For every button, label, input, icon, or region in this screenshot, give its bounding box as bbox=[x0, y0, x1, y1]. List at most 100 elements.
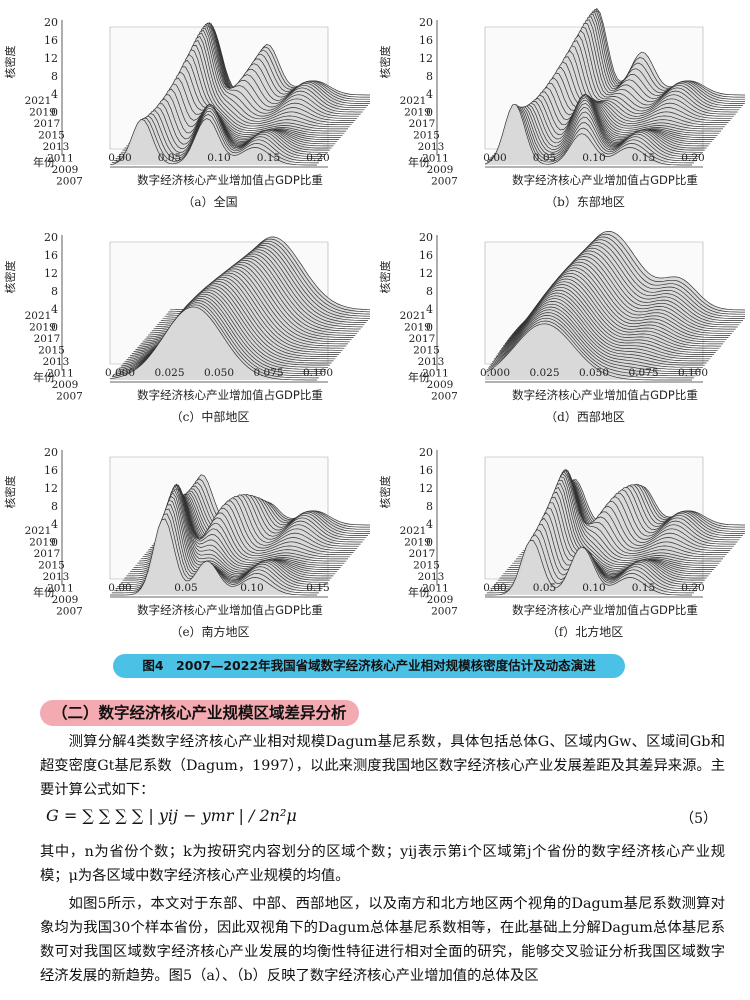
surface-band bbox=[153, 494, 361, 545]
density-curve bbox=[153, 494, 361, 545]
z-tick-label: 16 bbox=[419, 34, 433, 47]
density-curve bbox=[109, 118, 318, 166]
z-tick-label: 12 bbox=[419, 267, 433, 280]
z-tick-label: 0 bbox=[51, 321, 58, 334]
z-tick-label: 16 bbox=[44, 249, 58, 262]
year-tick-label: 2007 bbox=[56, 176, 83, 188]
year-tick-label: 2009 bbox=[52, 164, 79, 176]
z-tick-label: 20 bbox=[44, 231, 58, 244]
z-axis-label: 核密度 bbox=[378, 261, 392, 294]
year-tick-label: 2021 bbox=[25, 310, 52, 322]
density-curve bbox=[544, 479, 745, 526]
panel-f: 0 4 8 12 16 20 核密度 2021 2019 2017 2015 2013 2011 2009… bbox=[375, 430, 745, 640]
density-plot-d: 0 4 8 12 16 20 核密度 2021201920172015201320112009… bbox=[378, 230, 745, 403]
year-tick-label: 2011 bbox=[422, 368, 449, 380]
plot-group: 0 4 8 12 16 20 核密度 2021201920172015201320112009… bbox=[3, 231, 370, 403]
year-tick-label: 2015 bbox=[413, 130, 440, 142]
z-axis-label: 核密度 bbox=[3, 46, 17, 79]
z-axis-label: 核密度 bbox=[3, 476, 17, 509]
year-tick-label: 2017 bbox=[409, 333, 436, 345]
section-heading: （二）数字经济核心产业规模区域差异分析 bbox=[40, 700, 359, 726]
x-axis-label: 数字经济核心产业增加值占GDP比重 bbox=[512, 603, 698, 617]
year-tick-label: 2007 bbox=[431, 391, 458, 403]
z-tick-label: 20 bbox=[419, 446, 433, 459]
density-plot-c: 0 4 8 12 16 20 核密度 2021201920172015201320112009… bbox=[3, 231, 370, 403]
year-axis-label: 年份 bbox=[408, 370, 430, 384]
x-tick-label: 0.10 bbox=[240, 582, 263, 594]
density-curve bbox=[493, 309, 702, 370]
year-tick-label: 2013 bbox=[43, 571, 70, 583]
density-curve bbox=[506, 289, 714, 355]
z-tick-label: 8 bbox=[51, 500, 58, 513]
plot-group: 0 4 8 12 16 20 核密度 2021201920172015201320112009… bbox=[378, 446, 745, 618]
z-axis-label: 核密度 bbox=[378, 46, 392, 79]
x-tick-label: 0.000 bbox=[480, 367, 510, 379]
year-tick-label: 2017 bbox=[409, 118, 436, 130]
x-tick-label: 0.15 bbox=[257, 152, 280, 164]
year-tick-label: 2019 bbox=[404, 537, 431, 549]
density-curve bbox=[149, 493, 358, 549]
z-tick-label: 12 bbox=[419, 482, 433, 495]
panel-e: 0 4 8 12 16 20 核密度 2021 2019 2017 2015 2013 2011 2009… bbox=[0, 430, 370, 640]
z-tick-label: 8 bbox=[426, 70, 433, 83]
z-tick-label: 8 bbox=[426, 500, 433, 513]
density-curve bbox=[488, 317, 696, 377]
x-tick-label: 0.025 bbox=[529, 367, 559, 379]
density-plot-a: 0 4 8 12 16 20 核密度 2021201920172015201320112009… bbox=[3, 16, 370, 188]
z-tick-label: 20 bbox=[44, 16, 58, 29]
density-curve bbox=[484, 323, 693, 381]
surface-band bbox=[110, 306, 318, 380]
z-tick-label: 4 bbox=[51, 518, 58, 531]
z-tick-label: 0 bbox=[51, 536, 58, 549]
year-axis-label: 年份 bbox=[33, 585, 55, 599]
density-curve bbox=[501, 95, 709, 147]
density-curve bbox=[493, 106, 702, 155]
density-curve bbox=[486, 105, 694, 164]
figure-title: 图4 2007—2022年我国省域数字经济核心产业相对规模核密度估计及动态演进 bbox=[113, 654, 625, 678]
year-tick-label: 2019 bbox=[404, 322, 431, 334]
density-curve bbox=[109, 306, 318, 381]
z-axis-label: 核密度 bbox=[378, 476, 392, 509]
density-curve bbox=[485, 540, 693, 596]
density-curve bbox=[157, 493, 365, 541]
density-curve bbox=[151, 493, 359, 547]
density-curve bbox=[539, 480, 745, 532]
formula-number: （5） bbox=[680, 811, 717, 827]
z-tick-label: 12 bbox=[44, 482, 58, 495]
x-axis-label: 数字经济核心产业增加值占GDP比重 bbox=[512, 173, 698, 187]
density-curve bbox=[499, 301, 707, 364]
year-tick-label: 2009 bbox=[52, 594, 79, 606]
density-curve bbox=[160, 490, 368, 536]
year-tick-label: 2013 bbox=[43, 356, 70, 368]
z-axis-label: 核密度 bbox=[3, 261, 17, 294]
x-tick-label: 0.10 bbox=[207, 152, 230, 164]
plot-group: 0 4 8 12 16 20 核密度 2021201920172015201320112009… bbox=[3, 446, 370, 618]
density-curve bbox=[503, 94, 711, 145]
z-tick-label: 0 bbox=[51, 106, 58, 119]
panel-d: 0 4 8 12 16 20 核密度 2021 2019 2017 2015 2013 2011 2009… bbox=[375, 215, 745, 425]
density-curve bbox=[504, 93, 713, 143]
year-tick-label: 2019 bbox=[29, 322, 56, 334]
density-curve bbox=[506, 91, 714, 140]
x-tick-label: 0.05 bbox=[158, 152, 181, 164]
x-tick-label: 0.10 bbox=[582, 582, 605, 594]
x-tick-label: 0.000 bbox=[105, 367, 135, 379]
year-tick-label: 2013 bbox=[418, 571, 445, 583]
x-tick-label: 0.20 bbox=[681, 152, 704, 164]
density-curve bbox=[541, 480, 745, 530]
density-plot-f: 0 4 8 12 16 20 核密度 2021201920172015201320112009… bbox=[378, 446, 745, 618]
year-tick-label: 2009 bbox=[427, 594, 454, 606]
year-axis-label: 年份 bbox=[33, 370, 55, 384]
x-tick-label: 0.075 bbox=[253, 367, 283, 379]
year-tick-label: 2015 bbox=[38, 130, 65, 142]
year-tick-label: 2013 bbox=[43, 141, 70, 153]
year-tick-label: 2013 bbox=[418, 141, 445, 153]
z-tick-label: 12 bbox=[44, 52, 58, 65]
plot-group: 0 4 8 12 16 20 核密度 2021201920172015201320112009… bbox=[3, 16, 370, 188]
year-tick-label: 2011 bbox=[47, 153, 74, 165]
year-tick-label: 2007 bbox=[56, 606, 83, 618]
density-curve bbox=[168, 478, 370, 528]
z-tick-label: 20 bbox=[419, 231, 433, 244]
paragraph-2: 其中，n为省份个数；k为按研究内容划分的区域个数；yij表示第i个区域第j个省份… bbox=[40, 844, 725, 884]
year-tick-label: 2017 bbox=[34, 548, 61, 560]
